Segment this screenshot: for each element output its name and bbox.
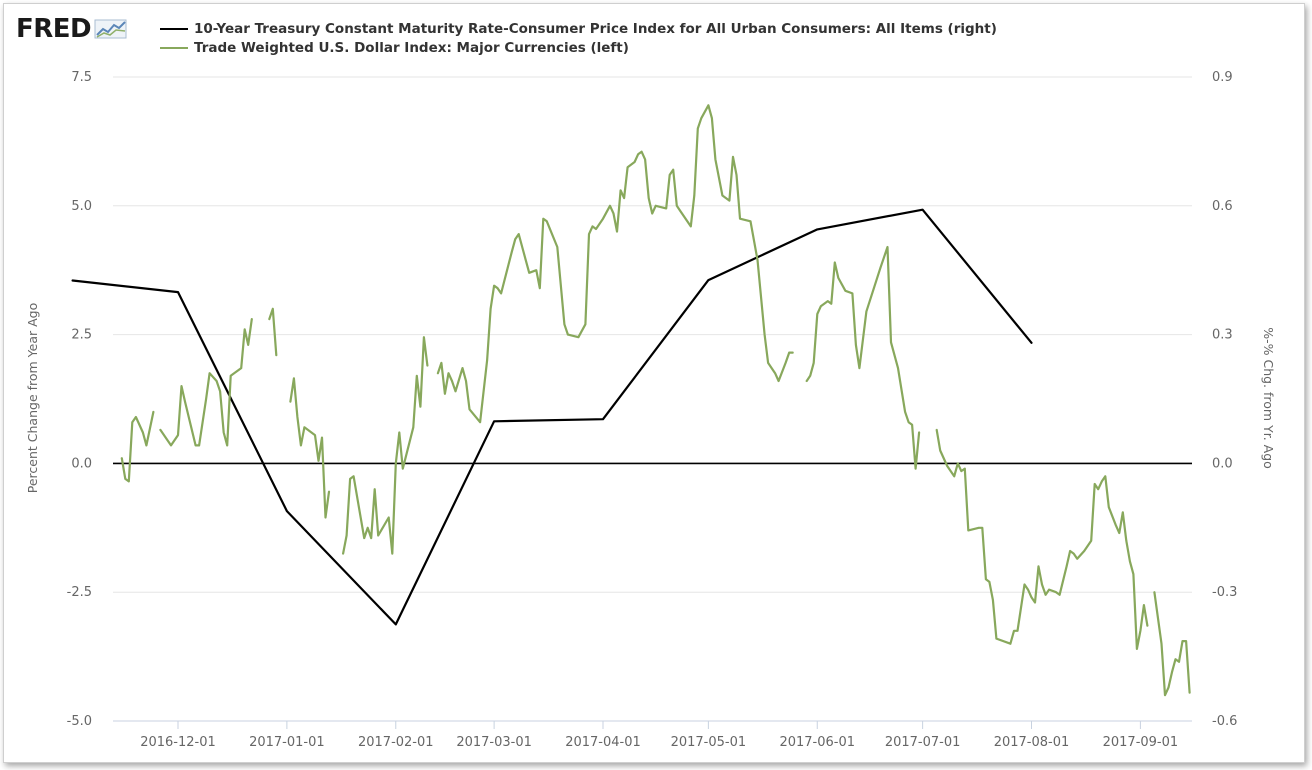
legend-item-dollar-index[interactable]: Trade Weighted U.S. Dollar Index: Major …: [160, 38, 997, 57]
y-right-tick-label: -0.3: [1212, 585, 1237, 600]
legend-swatch-black: [160, 27, 188, 30]
x-tick-label: 2017-03-01: [456, 735, 532, 750]
y-right-axis-title: %-% Chg. from Yr. Ago: [1261, 327, 1276, 469]
chart-frame: [3, 3, 1305, 763]
y-right-tick-label: 0.9: [1212, 70, 1233, 85]
y-left-tick-label: 2.5: [71, 328, 92, 343]
fred-logo[interactable]: FRED: [16, 14, 128, 44]
y-right-tick-label: 0.0: [1212, 456, 1233, 471]
series-line-dollar-index-segment: [1153, 591, 1191, 697]
y-left-tick-label: 7.5: [71, 70, 92, 85]
logo-text: FRED: [16, 14, 92, 44]
y-left-tick-label: -2.5: [67, 585, 92, 600]
series-line-dollar-index-segment: [342, 336, 429, 555]
series-line-dollar-index-segment: [935, 428, 1149, 651]
series-line-dollar-index-segment: [268, 307, 278, 357]
y-left-tick-label: 0.0: [71, 456, 92, 471]
legend-label-dollar-index: Trade Weighted U.S. Dollar Index: Major …: [194, 39, 629, 56]
series-line-dollar-index-segment: [805, 245, 921, 470]
y-right-tick-label: 0.6: [1212, 199, 1233, 214]
x-tick-label: 2017-08-01: [994, 735, 1070, 750]
legend-label-treasury-cpi: 10-Year Treasury Constant Maturity Rate-…: [194, 20, 997, 37]
x-tick-label: 2017-04-01: [565, 735, 641, 750]
x-tick-label: 2016-12-01: [140, 735, 216, 750]
axes: [113, 462, 1192, 729]
series-line-dollar-index-segment: [436, 104, 794, 424]
x-tick-label: 2017-05-01: [671, 735, 747, 750]
y-right-tick-label: 0.3: [1212, 328, 1233, 343]
x-tick-label: 2017-01-01: [249, 735, 325, 750]
series-line-dollar-index-segment: [120, 410, 155, 483]
line-chart-icon: [94, 19, 127, 39]
series-lines: [71, 104, 1191, 697]
chart-legend: 10-Year Treasury Constant Maturity Rate-…: [160, 19, 997, 57]
grid-lines: [113, 76, 1192, 722]
series-line-dollar-index-segment: [159, 318, 253, 447]
x-tick-label: 2017-07-01: [885, 735, 961, 750]
x-tick-label: 2017-02-01: [358, 735, 434, 750]
y-left-axis-title: Percent Change from Year Ago: [25, 303, 40, 493]
tick-labels: 7.5 5.0 2.5 0.0 -2.5 -5.0 0.9 0.6 0.3 0.0 -0.3 -0.6…: [67, 70, 1238, 750]
legend-swatch-green: [160, 46, 188, 49]
series-line-dollar-index-segment: [289, 377, 331, 519]
legend-item-treasury-cpi[interactable]: 10-Year Treasury Constant Maturity Rate-…: [160, 19, 997, 38]
y-left-tick-label: -5.0: [67, 714, 92, 729]
y-right-tick-label: -0.6: [1212, 714, 1237, 729]
series-line-treasury-cpi: [71, 208, 1033, 626]
y-left-tick-label: 5.0: [71, 199, 92, 214]
x-tick-label: 2017-06-01: [779, 735, 855, 750]
x-tick-label: 2017-09-01: [1103, 735, 1179, 750]
